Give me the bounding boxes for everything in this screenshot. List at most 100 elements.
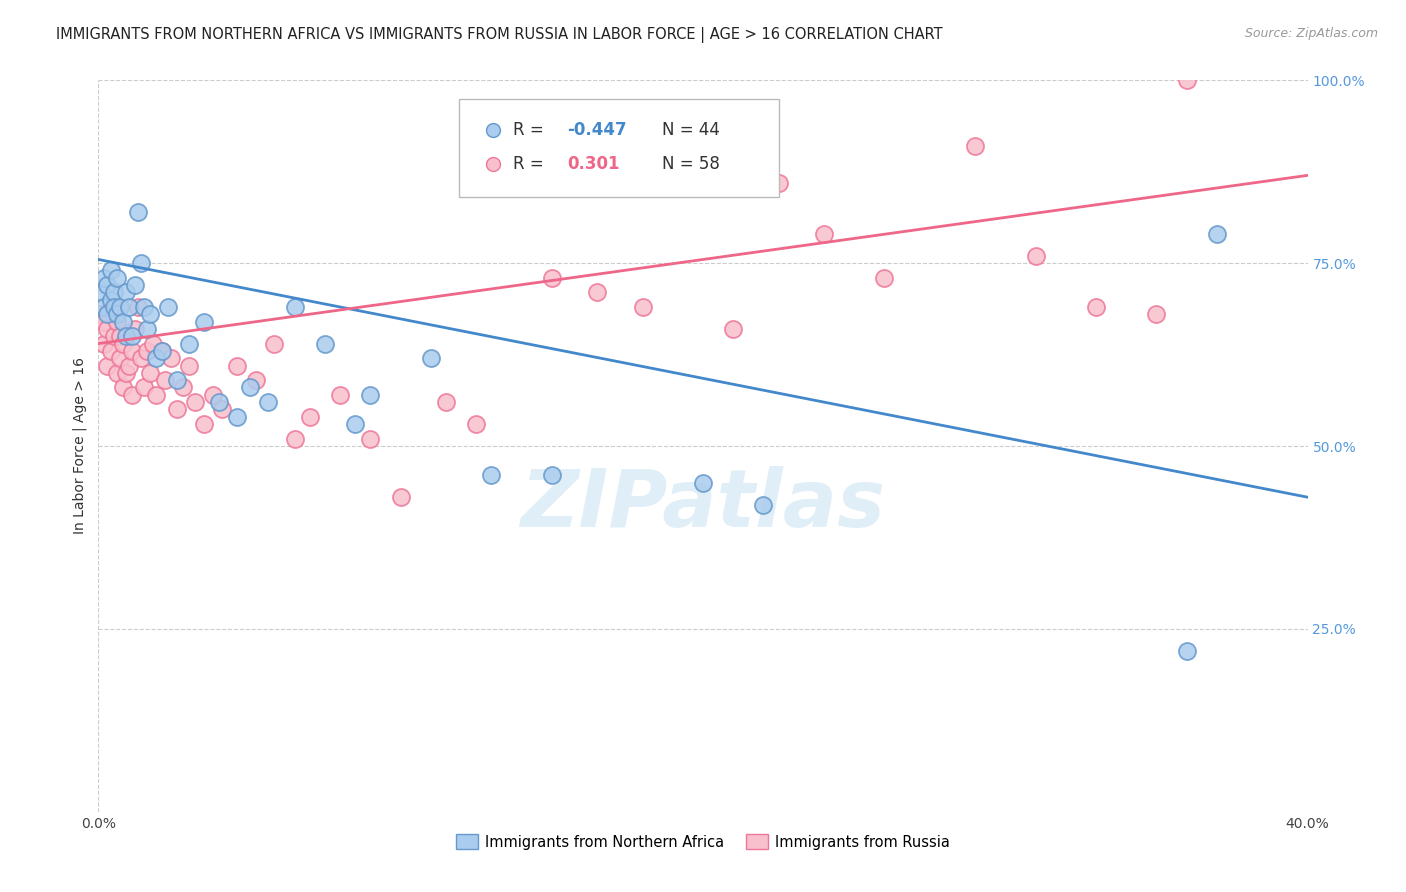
Point — [121, 388, 143, 402]
Point — [179, 336, 201, 351]
Point — [156, 300, 179, 314]
Point — [239, 380, 262, 394]
Point — [172, 380, 194, 394]
Point — [121, 343, 143, 358]
Legend: Immigrants from Northern Africa, Immigrants from Russia: Immigrants from Northern Africa, Immigra… — [450, 829, 956, 855]
Point — [118, 359, 141, 373]
Text: Source: ZipAtlas.com: Source: ZipAtlas.com — [1244, 27, 1378, 40]
Point — [90, 307, 112, 321]
Point — [93, 336, 115, 351]
Point — [96, 359, 118, 373]
Point — [108, 329, 131, 343]
Point — [160, 351, 183, 366]
Point — [135, 322, 157, 336]
Point — [389, 490, 412, 504]
Text: R =: R = — [513, 121, 550, 139]
Point — [129, 351, 152, 366]
Point — [93, 315, 115, 329]
Point — [103, 329, 125, 343]
Point — [150, 343, 173, 358]
Point — [90, 285, 112, 300]
Point — [202, 388, 225, 402]
Point — [166, 373, 188, 387]
Point — [105, 366, 128, 380]
Point — [813, 227, 835, 241]
Point — [129, 256, 152, 270]
Point — [965, 139, 987, 153]
Text: N = 58: N = 58 — [662, 155, 720, 173]
Point — [226, 409, 249, 424]
Point — [540, 468, 562, 483]
Point — [100, 293, 122, 307]
Point — [360, 388, 382, 402]
Point — [256, 395, 278, 409]
Text: ZIPatlas: ZIPatlas — [520, 466, 886, 543]
Point — [139, 366, 162, 380]
Point — [184, 395, 207, 409]
Point — [1206, 227, 1229, 241]
Point — [93, 300, 115, 314]
Point — [103, 300, 125, 314]
Point — [105, 307, 128, 321]
Text: IMMIGRANTS FROM NORTHERN AFRICA VS IMMIGRANTS FROM RUSSIA IN LABOR FORCE | AGE >: IMMIGRANTS FROM NORTHERN AFRICA VS IMMIG… — [56, 27, 943, 43]
Point — [142, 336, 165, 351]
Point — [245, 373, 267, 387]
Point — [105, 270, 128, 285]
Point — [100, 263, 122, 277]
Point — [284, 432, 307, 446]
Point — [434, 395, 457, 409]
Point — [114, 329, 136, 343]
Y-axis label: In Labor Force | Age > 16: In Labor Force | Age > 16 — [72, 358, 87, 534]
Point — [96, 307, 118, 321]
Point — [96, 278, 118, 293]
Point — [135, 343, 157, 358]
Point — [226, 359, 249, 373]
Point — [631, 300, 654, 314]
Point — [111, 315, 134, 329]
Point — [153, 373, 176, 387]
Point — [360, 432, 382, 446]
Point — [1175, 644, 1198, 658]
Point — [1024, 249, 1046, 263]
Point — [299, 409, 322, 424]
Point — [1175, 73, 1198, 87]
Point — [465, 417, 488, 431]
Point — [481, 468, 503, 483]
Point — [93, 270, 115, 285]
Point — [124, 322, 146, 336]
Point — [692, 475, 714, 490]
Point — [329, 388, 352, 402]
Point — [420, 351, 443, 366]
Point — [208, 395, 231, 409]
Point — [193, 417, 215, 431]
Point — [132, 380, 155, 394]
Point — [768, 176, 790, 190]
Point — [100, 343, 122, 358]
Point — [873, 270, 896, 285]
Text: -0.447: -0.447 — [568, 121, 627, 139]
Point — [211, 402, 233, 417]
Point — [586, 285, 609, 300]
Point — [1144, 307, 1167, 321]
Point — [108, 300, 131, 314]
Point — [121, 329, 143, 343]
Point — [284, 300, 307, 314]
Point — [263, 336, 285, 351]
Point — [344, 417, 367, 431]
Point — [145, 388, 167, 402]
Text: R =: R = — [513, 155, 554, 173]
Point — [96, 322, 118, 336]
Point — [100, 300, 122, 314]
Point — [752, 498, 775, 512]
Point — [1073, 157, 1095, 171]
Point — [114, 366, 136, 380]
Point — [179, 359, 201, 373]
Point — [314, 336, 336, 351]
Point — [150, 343, 173, 358]
Point — [540, 270, 562, 285]
Text: N = 44: N = 44 — [662, 121, 720, 139]
Point — [124, 278, 146, 293]
Point — [145, 351, 167, 366]
Point — [193, 315, 215, 329]
Point — [166, 402, 188, 417]
